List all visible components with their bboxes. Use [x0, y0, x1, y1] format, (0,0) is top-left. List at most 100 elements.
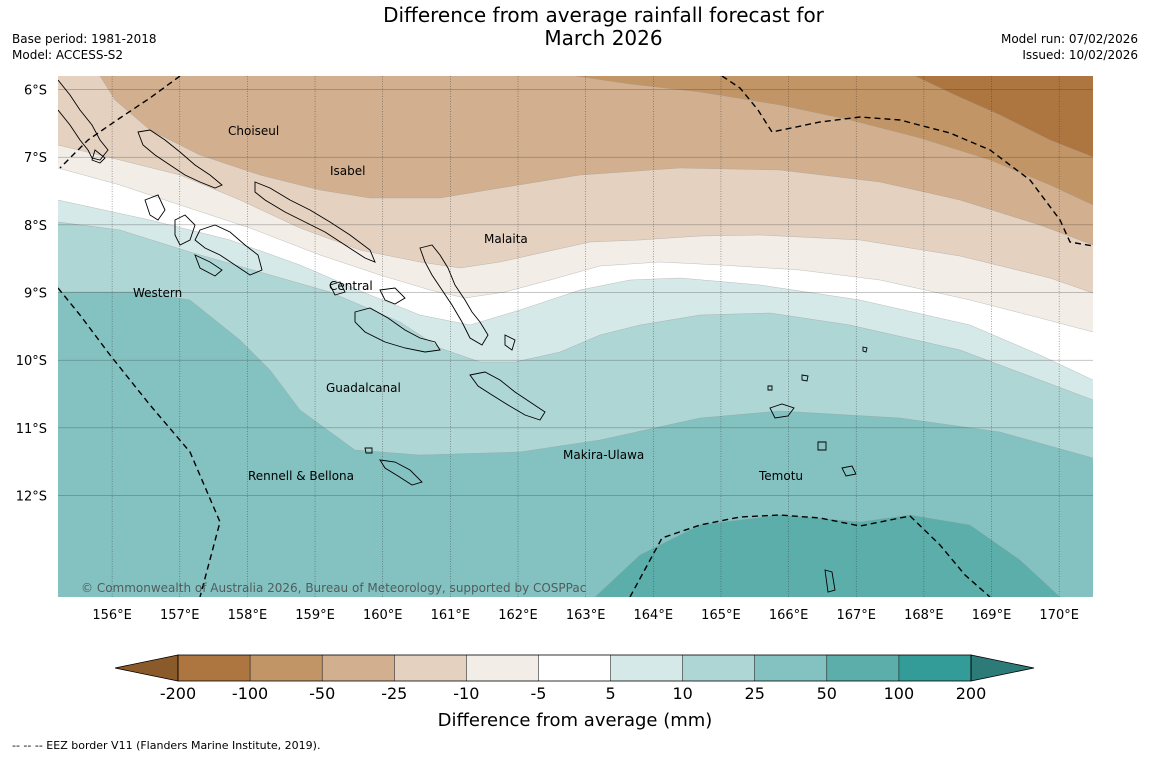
lat-label: 11°S — [16, 422, 47, 437]
island-santa-cruz — [769, 403, 795, 419]
region-label-rennell-bellona: Rennell & Bellona — [248, 469, 354, 483]
lat-label: 12°S — [16, 490, 47, 505]
meta-left: Base period: 1981-2018 Model: ACCESS-S2 — [12, 31, 157, 63]
lon-label: 165°E — [701, 608, 741, 623]
island-maramasike — [504, 334, 516, 351]
colorbar-tick-label: -100 — [232, 684, 268, 703]
island-malaita — [419, 244, 489, 346]
colorbar-tick-label: -10 — [453, 684, 479, 703]
region-label-malaita: Malaita — [484, 232, 528, 246]
colorbar-segment — [610, 655, 683, 681]
island-vella-lavella — [144, 194, 166, 221]
eez-border-ne — [721, 76, 1093, 247]
colorbar-extend-high — [970, 654, 1035, 682]
island-choiseul — [137, 129, 223, 189]
colorbar-tick-label: 50 — [817, 684, 837, 703]
colorbar-segment — [250, 655, 323, 681]
region-label-isabel: Isabel — [330, 164, 365, 178]
island-tikopia — [841, 465, 857, 477]
eez-border-se — [629, 514, 991, 597]
colorbar-tick-label: -25 — [381, 684, 407, 703]
lat-label: 10°S — [16, 354, 47, 369]
rainfall-contours — [58, 76, 1093, 597]
island-duff — [801, 374, 809, 382]
island-rennell — [379, 459, 423, 486]
colorbar — [114, 654, 1035, 682]
lat-labels: 6°S 7°S 8°S 9°S 10°S 11°S 12°S — [16, 84, 47, 505]
colorbar-tick-label: 100 — [884, 684, 915, 703]
title-line-1: Difference from average rainfall forecas… — [383, 3, 824, 27]
colorbar-tick-label: -50 — [309, 684, 335, 703]
model-run: Model run: 07/02/2026 — [1000, 32, 1138, 46]
island-nggela — [379, 287, 406, 305]
lat-label: 7°S — [24, 151, 47, 166]
base-period: Base period: 1981-2018 — [12, 32, 157, 46]
island-santa-isabel — [254, 181, 376, 263]
colorbar-tick-label: 25 — [745, 684, 765, 703]
island-nupani — [767, 385, 773, 391]
colorbar-tick-label: 5 — [605, 684, 615, 703]
lon-label: 169°E — [972, 608, 1012, 623]
lon-label: 164°E — [634, 608, 674, 623]
eez-border-sw — [58, 287, 221, 597]
eez-footnote: -- -- -- EEZ border V11 (Flanders Marine… — [12, 739, 321, 752]
colorbar-ticks: -200 -100 -50 -25 -10 -5 5 10 25 50 100 200 — [160, 655, 986, 703]
eez-borders — [58, 76, 1093, 597]
region-label-temotu: Temotu — [758, 469, 803, 483]
lon-label: 158°E — [228, 608, 268, 623]
contour-neg200-neg100 — [915, 76, 1093, 157]
island-bougainville — [58, 79, 109, 161]
lon-label: 162°E — [498, 608, 538, 623]
contour-neg100-neg50 — [575, 76, 1093, 205]
contour-50-100 — [595, 515, 1060, 597]
lon-label: 161°E — [431, 608, 471, 623]
eez-border-nw — [59, 76, 181, 169]
colorbar-segment — [538, 655, 611, 681]
lat-label: 9°S — [24, 287, 47, 302]
copyright-text: © Commonwealth of Australia 2026, Bureau… — [81, 581, 586, 595]
region-label-choiseul: Choiseul — [228, 124, 279, 138]
colorbar-tick-label: -200 — [160, 684, 196, 703]
lon-label: 160°E — [363, 608, 403, 623]
island-russell — [329, 281, 346, 296]
graticule — [58, 76, 1093, 597]
colorbar-tick-label: 200 — [956, 684, 987, 703]
colorbar-segment — [322, 655, 395, 681]
colorbar-tick-label: 10 — [672, 684, 692, 703]
island-guadalcanal — [354, 307, 441, 353]
issued-date: Issued: 10/02/2026 — [1022, 48, 1138, 62]
islands — [58, 79, 868, 593]
colorbar-segment — [898, 655, 971, 681]
lat-label: 6°S — [24, 84, 47, 99]
colorbar-tick-label: -5 — [530, 684, 546, 703]
region-label-guadalcanal: Guadalcanal — [326, 381, 401, 395]
colorbar-label: Difference from average (mm) — [438, 710, 713, 731]
region-label-central: Central — [329, 279, 373, 293]
island-makira — [469, 371, 546, 421]
colorbar-segment — [682, 655, 755, 681]
island-bellona — [364, 447, 373, 454]
lon-label: 159°E — [295, 608, 335, 623]
map-title: Difference from average rainfall forecas… — [0, 4, 1150, 50]
island-kolombangara — [174, 214, 196, 246]
island-reef — [862, 346, 868, 353]
lon-label: 170°E — [1039, 608, 1079, 623]
island-vanikoro — [817, 441, 827, 451]
colorbar-segment — [826, 655, 899, 681]
lon-label: 167°E — [836, 608, 876, 623]
island-shortland — [91, 149, 106, 164]
region-label-western: Western — [133, 286, 182, 300]
island-fataka — [824, 569, 836, 593]
colorbar-segment — [178, 655, 251, 681]
title-line-2: March 2026 — [544, 26, 663, 50]
colorbar-segment — [466, 655, 539, 681]
model-name: Model: ACCESS-S2 — [12, 48, 124, 62]
lat-label: 8°S — [24, 219, 47, 234]
lon-label: 168°E — [904, 608, 944, 623]
island-new-georgia — [194, 224, 263, 276]
lon-label: 163°E — [566, 608, 606, 623]
colorbar-extend-low — [114, 654, 179, 682]
lon-label: 157°E — [160, 608, 200, 623]
colorbar-segment — [754, 655, 827, 681]
